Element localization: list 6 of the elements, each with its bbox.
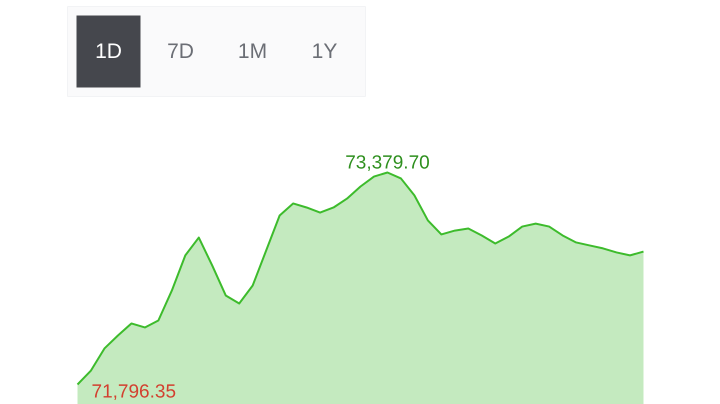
- text: 1Y: [312, 40, 338, 63]
- annotation: 71,796.35: [92, 382, 176, 402]
- text: 1M: [238, 40, 268, 63]
- annotation: 73,379.70: [345, 152, 430, 174]
- text: 1D: [95, 40, 122, 63]
- text: 7D: [167, 40, 194, 63]
